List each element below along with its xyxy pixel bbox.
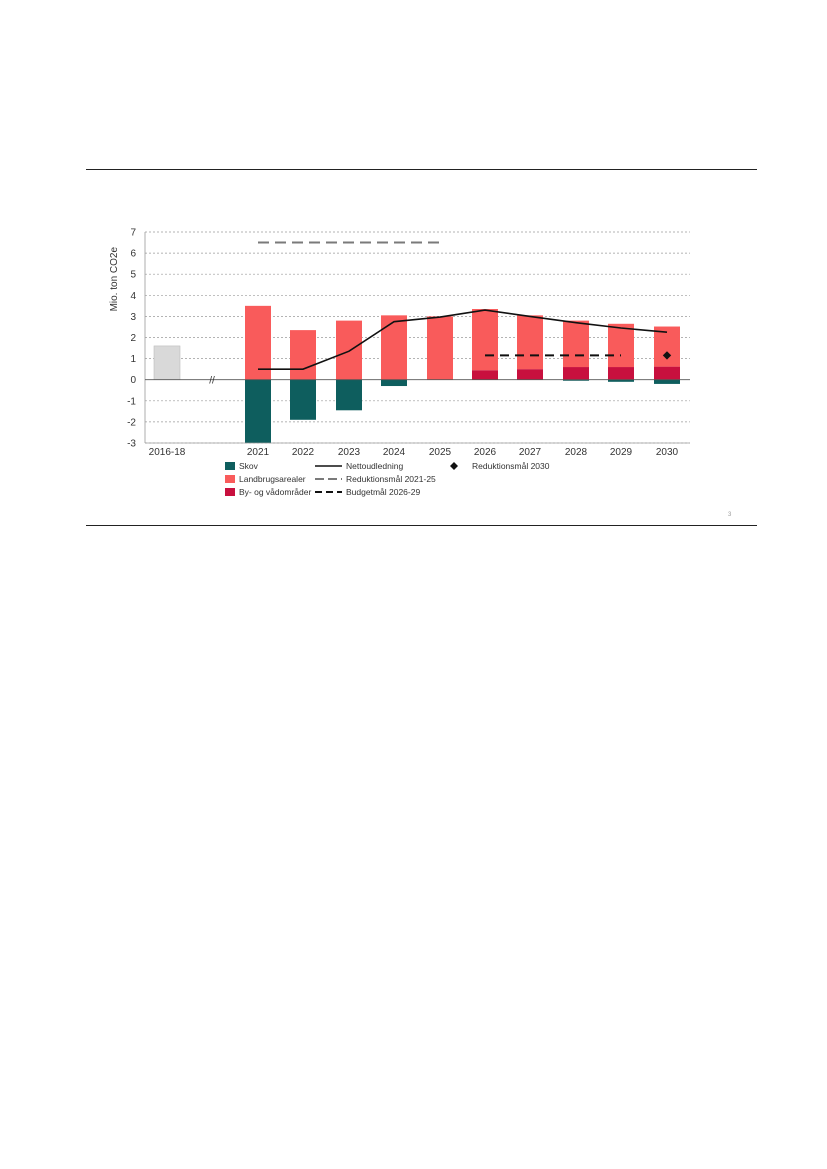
bar-landbrugsarealer-2022	[290, 330, 316, 380]
legend: Skov Landbrugsarealer By- og vådområder Net…	[225, 461, 550, 497]
bar-landbrugsarealer-2023	[336, 320, 362, 380]
y-tick-label: 5	[130, 270, 136, 281]
bar-landbrugsarealer-2024	[381, 315, 407, 380]
x-tick-label: 2027	[519, 447, 542, 458]
bar-by-og-v-domr-der-2029	[608, 367, 634, 380]
bar-landbrugsarealer-2029	[608, 323, 634, 368]
x-tick-label: 2016-18	[149, 447, 186, 458]
bar-landbrugsarealer-2028	[563, 320, 589, 368]
bar-skov-2021	[245, 379, 271, 443]
y-tick-label: 2	[130, 333, 136, 344]
emissions-chart: 7 6 5 4 3 2 1 0 -1 -2 -3 2016-18 2021 2022 2023 2024 202…	[109, 228, 690, 497]
x-tick-label: 2030	[656, 447, 679, 458]
x-tick-label: 2023	[338, 447, 361, 458]
y-tick-label: 1	[130, 354, 136, 365]
bar-skov-2028	[563, 379, 589, 381]
bar-by-og-v-domr-der-2030	[654, 366, 680, 380]
legend-label-reduktionsm-l-2030: Reduktionsmål 2030	[472, 461, 550, 471]
bar-baseline-2016-18	[153, 345, 181, 381]
y-tick-label: 3	[130, 312, 136, 323]
bar-skov-2030	[654, 379, 680, 384]
axis-break-marker: //	[209, 376, 215, 387]
bar-skov-2024	[381, 379, 407, 387]
bar-by-og-v-domr-der-2026	[472, 370, 498, 380]
bar-skov-2023	[336, 379, 362, 411]
bar-skov-2029	[608, 379, 634, 382]
x-tick-label: 2026	[474, 447, 497, 458]
y-tick-label: 4	[130, 291, 136, 302]
y-tick-label: 7	[130, 228, 136, 239]
y-tick-label: 6	[130, 249, 136, 260]
page-number: 3	[728, 512, 732, 518]
tick-labels: 7 6 5 4 3 2 1 0 -1 -2 -3 2016-18 2021 2022 2023 2024 202…	[127, 228, 678, 459]
legend-swatch-landbrugsarealer	[225, 475, 235, 483]
bar-landbrugsarealer-2027	[517, 315, 543, 370]
line-nettoudledning	[258, 309, 668, 370]
series-lines	[258, 241, 672, 370]
legend-label-nettoudledning: Nettoudledning	[346, 461, 403, 471]
bar-landbrugsarealer-2026	[472, 309, 498, 371]
legend-label-reduktionsm-l-2021-25: Reduktionsmål 2021-25	[346, 474, 436, 484]
y-axis-label: Mio. ton CO2e	[109, 247, 120, 312]
x-tick-label: 2021	[247, 447, 270, 458]
top-rule	[86, 169, 757, 170]
legend-swatch-by-og-v-domr-der	[225, 488, 235, 496]
x-tick-label: 2028	[565, 447, 588, 458]
x-tick-label: 2022	[292, 447, 315, 458]
bar-skov-2022	[290, 379, 316, 420]
legend-swatch-reduktionsm-l-2030	[450, 462, 458, 470]
bar-landbrugsarealer-2025	[427, 316, 453, 380]
bar-landbrugsarealer-2030	[654, 326, 680, 367]
bars	[153, 305, 680, 443]
legend-label-by-og-v-domr-der: By- og vådområder	[239, 487, 311, 497]
y-tick-label: -2	[127, 417, 136, 428]
legend-swatch-skov	[225, 462, 235, 470]
x-tick-label: 2024	[383, 447, 406, 458]
axes	[144, 232, 690, 444]
marker-reduktionsmal-2030	[662, 351, 672, 360]
bar-by-og-v-domr-der-2028	[563, 367, 589, 380]
legend-label-budgetm-l-2026-29: Budgetmål 2026-29	[346, 487, 420, 497]
y-tick-label: 0	[130, 375, 136, 386]
legend-label-landbrugsarealer: Landbrugsarealer	[239, 474, 306, 484]
y-tick-label: -1	[127, 396, 136, 407]
bottom-rule	[86, 525, 757, 526]
legend-label-skov: Skov	[239, 461, 259, 471]
x-tick-label: 2025	[429, 447, 452, 458]
x-tick-label: 2029	[610, 447, 633, 458]
y-tick-label: -3	[127, 439, 136, 450]
bar-by-og-v-domr-der-2027	[517, 369, 543, 380]
bar-landbrugsarealer-2021	[245, 305, 271, 380]
